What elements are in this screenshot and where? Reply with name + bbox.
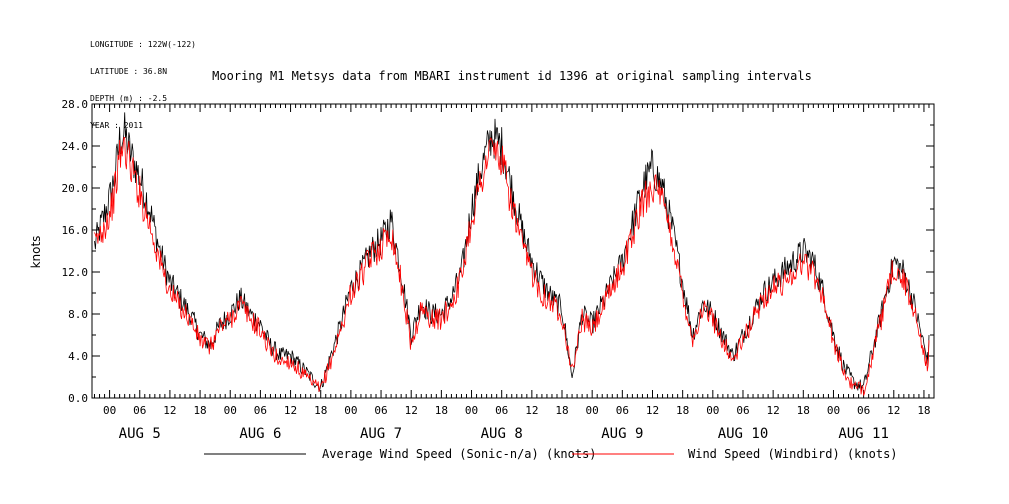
- x-tick-label: 18: [435, 404, 448, 417]
- x-tick-label: 06: [254, 404, 267, 417]
- meta-year: YEAR : 2011: [90, 121, 143, 130]
- meta-latitude: LATITUDE : 36.8N: [90, 67, 168, 76]
- y-tick-label: 0.0: [68, 392, 88, 405]
- x-tick-label: 18: [555, 404, 568, 417]
- series-average-wind-speed: [94, 112, 930, 393]
- y-tick-label: 8.0: [68, 308, 88, 321]
- x-tick-label: 12: [525, 404, 538, 417]
- y-tick-label: 12.0: [62, 266, 89, 279]
- y-tick-label: 20.0: [62, 182, 89, 195]
- x-tick-label: 06: [495, 404, 508, 417]
- x-day-label: AUG 5: [119, 426, 161, 442]
- plot-axes: 0.0 4.0 8.0 12.0 16.0 20.0 24.0 28.0 00 06 12 18 00 0…: [62, 98, 935, 442]
- plot-series: [94, 112, 930, 396]
- x-tick-label: 00: [706, 404, 719, 417]
- x-day-label: AUG 6: [239, 426, 281, 442]
- y-tick-label: 16.0: [62, 224, 89, 237]
- x-day-label: AUG 7: [360, 426, 402, 442]
- x-tick-label: 18: [193, 404, 206, 417]
- x-tick-label: 18: [797, 404, 810, 417]
- x-day-label: AUG 11: [838, 426, 889, 442]
- x-day-label: AUG 10: [718, 426, 769, 442]
- x-day-label: AUG 8: [481, 426, 523, 442]
- series-windbird-wind-speed: [94, 136, 930, 396]
- x-tick-label: 06: [736, 404, 749, 417]
- y-axis-label: knots: [29, 236, 43, 269]
- x-tick-label: 06: [133, 404, 146, 417]
- x-tick-label: 12: [767, 404, 780, 417]
- x-tick-label: 12: [646, 404, 659, 417]
- legend: Average Wind Speed (Sonic-n/a) (knots) W…: [204, 447, 898, 461]
- x-tick-label: 12: [284, 404, 297, 417]
- y-tick-label: 28.0: [62, 98, 89, 111]
- x-tick-label: 00: [344, 404, 357, 417]
- chart-title: Mooring M1 Metsys data from MBARI instru…: [212, 69, 812, 83]
- meta-longitude: LONGITUDE : 122W(-122): [90, 40, 196, 49]
- x-tick-label: 00: [586, 404, 599, 417]
- x-tick-label: 06: [616, 404, 629, 417]
- x-tick-label: 00: [224, 404, 237, 417]
- x-tick-label: 18: [676, 404, 689, 417]
- x-tick-label: 00: [827, 404, 840, 417]
- x-tick-label: 18: [917, 404, 930, 417]
- x-tick-label: 00: [103, 404, 116, 417]
- x-tick-label: 12: [887, 404, 900, 417]
- metadata-block: LONGITUDE : 122W(-122) LATITUDE : 36.8N …: [90, 22, 196, 139]
- x-tick-label: 06: [857, 404, 870, 417]
- x-tick-label: 12: [405, 404, 418, 417]
- y-tick-label: 4.0: [68, 350, 88, 363]
- y-tick-label: 24.0: [62, 140, 89, 153]
- x-tick-label: 12: [163, 404, 176, 417]
- meta-depth: DEPTH (m) : -2.5: [90, 94, 168, 103]
- x-tick-label: 18: [314, 404, 327, 417]
- legend-label-windbird: Wind Speed (Windbird) (knots): [688, 447, 898, 461]
- x-tick-label: 06: [374, 404, 387, 417]
- legend-label-average: Average Wind Speed (Sonic-n/a) (knots): [322, 447, 597, 461]
- x-day-label: AUG 9: [601, 426, 643, 442]
- x-tick-label: 00: [465, 404, 478, 417]
